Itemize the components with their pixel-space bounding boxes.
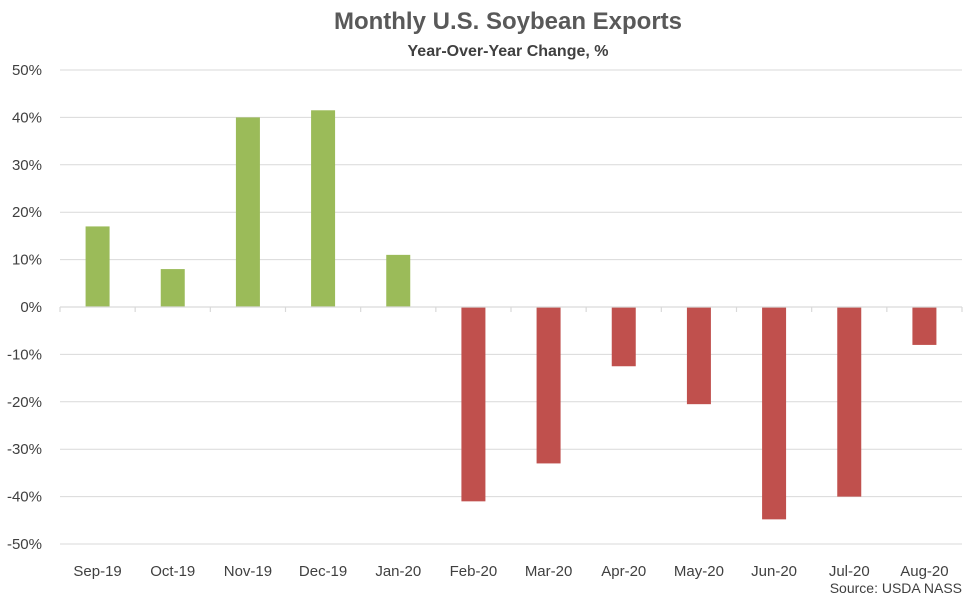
x-tick-label: Jun-20 — [751, 563, 797, 580]
x-axis-tick-labels: Sep-19 Oct-19 Nov-19 Dec-19 Jan-20 Feb-20 Mar-… — [73, 563, 948, 580]
bar-mar-20 — [536, 307, 561, 464]
y-tick-label: 0% — [20, 299, 42, 316]
x-tick-label: Nov-19 — [224, 563, 272, 580]
y-axis-tick-labels: 50% 40% 30% 20% 10% 0% -10% -20% -30% -40% -50% — [7, 62, 42, 553]
chart-title: Monthly U.S. Soybean Exports — [333, 8, 683, 35]
bar-jul-20 — [837, 307, 862, 497]
y-tick-label: 10% — [12, 252, 42, 269]
bar-jun-20 — [762, 307, 787, 520]
x-tick-label: Apr-20 — [601, 563, 646, 580]
x-tick-label: Mar-20 — [525, 563, 573, 580]
y-tick-label: -50% — [7, 536, 42, 553]
y-tick-label: -20% — [7, 394, 42, 411]
x-tick-label: May-20 — [674, 563, 724, 580]
x-tick-label: Jul-20 — [829, 563, 870, 580]
bars — [85, 110, 937, 520]
gridlines — [60, 69, 962, 545]
bar-may-20 — [686, 307, 711, 405]
bar-dec-19 — [311, 110, 336, 307]
y-tick-label: -10% — [7, 346, 42, 363]
bar-feb-20 — [461, 307, 486, 502]
y-tick-label: 30% — [12, 157, 42, 174]
y-tick-label: 20% — [12, 204, 42, 221]
x-tick-label: Jan-20 — [375, 563, 421, 580]
chart-subtitle: Year-Over-Year Change, % — [407, 43, 609, 60]
bar-nov-19 — [235, 117, 260, 308]
x-tick-label: Feb-20 — [450, 563, 498, 580]
y-tick-label: -40% — [7, 489, 42, 506]
y-tick-label: 40% — [12, 109, 42, 126]
x-tick-label: Oct-19 — [150, 563, 195, 580]
y-tick-label: -30% — [7, 441, 42, 458]
x-tick-label: Aug-20 — [900, 563, 948, 580]
x-tick-label: Sep-19 — [73, 563, 121, 580]
x-tick-label: Dec-19 — [299, 563, 347, 580]
bar-jan-20 — [386, 254, 411, 307]
bar-sep-19 — [85, 226, 110, 307]
y-tick-label: 50% — [12, 62, 42, 79]
bar-apr-20 — [611, 307, 636, 367]
bar-oct-19 — [160, 269, 185, 307]
bar-aug-20 — [912, 307, 937, 345]
zero-axis-line — [59, 306, 963, 312]
source-note: Source: USDA NASS — [829, 580, 962, 596]
